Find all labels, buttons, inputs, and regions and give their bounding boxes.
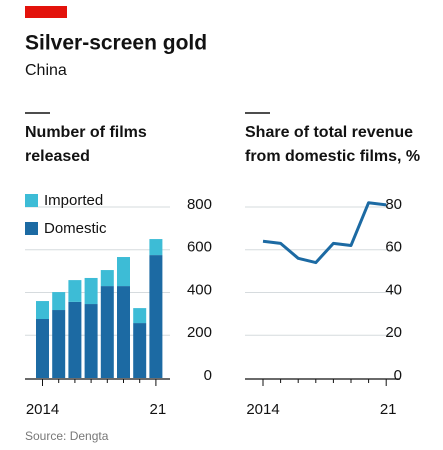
bar [36, 301, 49, 320]
bar [133, 308, 147, 324]
bar [100, 270, 114, 287]
y-tick-label: 60 [385, 239, 402, 256]
y-tick-label: 80 [385, 196, 402, 213]
panel-title: released [25, 148, 90, 165]
legend-label: Domestic [44, 220, 107, 237]
bar [149, 239, 163, 256]
line [262, 201, 387, 265]
brand-bar [25, 6, 67, 18]
y-tick-label: 400 [187, 281, 212, 298]
panel-title: Share of total revenue [245, 124, 413, 141]
chart-title: Silver-screen gold [25, 32, 207, 55]
chart-subtitle: China [25, 62, 67, 79]
bar [84, 304, 98, 378]
x-tick-label: 21 [380, 401, 397, 418]
panel-title: from domestic films, % [245, 148, 420, 165]
y-tick-label: 0 [204, 367, 212, 384]
bar [133, 323, 147, 378]
panel-title: Number of films [25, 124, 147, 141]
y-tick-label: 200 [187, 324, 212, 341]
y-tick-label: 40 [385, 281, 402, 298]
legend-swatch [25, 194, 38, 207]
x-tick-label: 21 [150, 401, 167, 418]
source: Source: Dengta [25, 429, 109, 443]
bar [36, 319, 49, 378]
y-tick-label: 800 [187, 196, 212, 213]
y-tick-label: 0 [394, 367, 402, 384]
bar [52, 292, 66, 311]
x-tick-label: 2014 [26, 401, 59, 418]
bar [52, 310, 66, 378]
x-tick-label: 2014 [246, 401, 279, 418]
y-tick-label: 600 [187, 239, 212, 256]
bar [68, 301, 82, 378]
legend-swatch [25, 222, 38, 235]
legend-label: Imported [44, 192, 103, 209]
bar [149, 255, 163, 378]
bar [100, 286, 114, 378]
bar [117, 286, 130, 378]
bar [117, 257, 130, 287]
y-tick-label: 20 [385, 324, 402, 341]
bar [68, 280, 82, 302]
bar [84, 277, 98, 305]
